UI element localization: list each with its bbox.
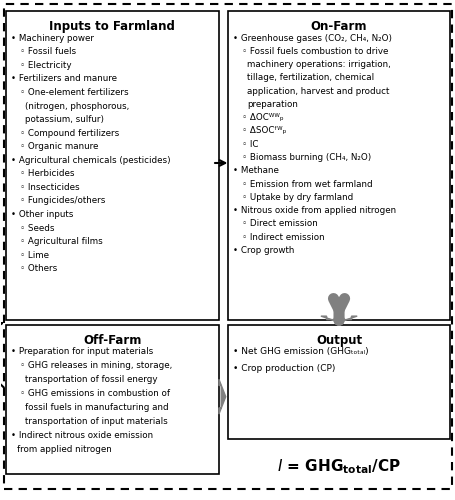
Text: • Crop production (CP): • Crop production (CP)	[233, 364, 335, 373]
Text: On-Farm: On-Farm	[310, 20, 366, 34]
Text: • Methane: • Methane	[233, 166, 279, 175]
FancyBboxPatch shape	[228, 12, 449, 320]
Text: ◦ Seeds: ◦ Seeds	[20, 224, 54, 232]
Text: fossil fuels in manufacturing and: fossil fuels in manufacturing and	[25, 403, 168, 412]
Text: tillage, fertilization, chemical: tillage, fertilization, chemical	[247, 74, 374, 82]
Text: Inputs to Farmland: Inputs to Farmland	[50, 20, 175, 34]
Text: preparation: preparation	[247, 100, 297, 109]
FancyArrowPatch shape	[0, 323, 4, 388]
FancyArrow shape	[320, 316, 356, 322]
Text: ◦ Uptake by dry farmland: ◦ Uptake by dry farmland	[241, 193, 352, 202]
Text: (nitrogen, phosphorous,: (nitrogen, phosphorous,	[25, 102, 129, 110]
Text: ◦ Fossil fuels: ◦ Fossil fuels	[20, 48, 76, 56]
Text: ◦ Lime: ◦ Lime	[20, 250, 48, 260]
Text: Off-Farm: Off-Farm	[83, 334, 142, 346]
FancyBboxPatch shape	[6, 324, 218, 474]
Text: machinery operations: irrigation,: machinery operations: irrigation,	[247, 60, 390, 69]
Text: • Indirect nitrous oxide emission: • Indirect nitrous oxide emission	[11, 430, 153, 440]
Text: ◦ IC: ◦ IC	[241, 140, 258, 149]
Text: transportation of input materials: transportation of input materials	[25, 416, 167, 426]
Text: ◦ Herbicides: ◦ Herbicides	[20, 170, 74, 178]
Text: ◦ GHG emissions in combustion of: ◦ GHG emissions in combustion of	[20, 389, 169, 398]
Text: ◦ Organic manure: ◦ Organic manure	[20, 142, 98, 151]
Text: • Preparation for input materials: • Preparation for input materials	[11, 347, 153, 356]
FancyBboxPatch shape	[6, 12, 218, 320]
Text: • Machinery power: • Machinery power	[11, 34, 94, 42]
Text: ◦ Others: ◦ Others	[20, 264, 56, 274]
Text: ◦ One-element fertilizers: ◦ One-element fertilizers	[20, 88, 128, 97]
Text: • Agricultural chemicals (pesticides): • Agricultural chemicals (pesticides)	[11, 156, 171, 165]
Text: ◦ Compound fertilizers: ◦ Compound fertilizers	[20, 128, 118, 138]
Text: $\mathit{I}$ = $\mathbf{GHG_{total}}$/CP: $\mathit{I}$ = $\mathbf{GHG_{total}}$/CP	[277, 457, 400, 475]
Text: transportation of fossil energy: transportation of fossil energy	[25, 375, 157, 384]
Text: ◦ GHG releases in mining, storage,: ◦ GHG releases in mining, storage,	[20, 361, 172, 370]
Text: • Crop growth: • Crop growth	[233, 246, 294, 255]
Text: ◦ Direct emission: ◦ Direct emission	[241, 220, 317, 228]
FancyArrow shape	[218, 380, 225, 414]
Text: ◦ Indirect emission: ◦ Indirect emission	[241, 232, 324, 241]
Text: • Fertilizers and manure: • Fertilizers and manure	[11, 74, 117, 84]
FancyBboxPatch shape	[228, 324, 449, 439]
Text: ◦ ΔOCᵂᵂₚ: ◦ ΔOCᵂᵂₚ	[241, 113, 283, 122]
Text: ◦ Fossil fuels combustion to drive: ◦ Fossil fuels combustion to drive	[241, 47, 387, 56]
Text: • Other inputs: • Other inputs	[11, 210, 74, 219]
Text: Output: Output	[315, 334, 361, 346]
Text: potassium, sulfur): potassium, sulfur)	[25, 115, 104, 124]
Text: ◦ ΔSOCᶠᵂₚ: ◦ ΔSOCᶠᵂₚ	[241, 126, 285, 136]
Text: ◦ Electricity: ◦ Electricity	[20, 61, 71, 70]
Text: from applied nitrogen: from applied nitrogen	[17, 444, 111, 454]
Text: • Net GHG emission (GHGₜₒₜₐₗ): • Net GHG emission (GHGₜₒₜₐₗ)	[233, 347, 368, 356]
Text: ◦ Agricultural films: ◦ Agricultural films	[20, 237, 102, 246]
Text: ◦ Fungicides/others: ◦ Fungicides/others	[20, 196, 105, 205]
Text: application, harvest and product: application, harvest and product	[247, 86, 389, 96]
Text: ◦ Emission from wet farmland: ◦ Emission from wet farmland	[241, 180, 371, 188]
Text: ◦ Insecticides: ◦ Insecticides	[20, 183, 79, 192]
Text: ◦ Biomass burning (CH₄, N₂O): ◦ Biomass burning (CH₄, N₂O)	[241, 153, 370, 162]
Text: • Greenhouse gases (CO₂, CH₄, N₂O): • Greenhouse gases (CO₂, CH₄, N₂O)	[233, 34, 392, 42]
Text: • Nitrous oxide from applied nitrogen: • Nitrous oxide from applied nitrogen	[233, 206, 396, 215]
